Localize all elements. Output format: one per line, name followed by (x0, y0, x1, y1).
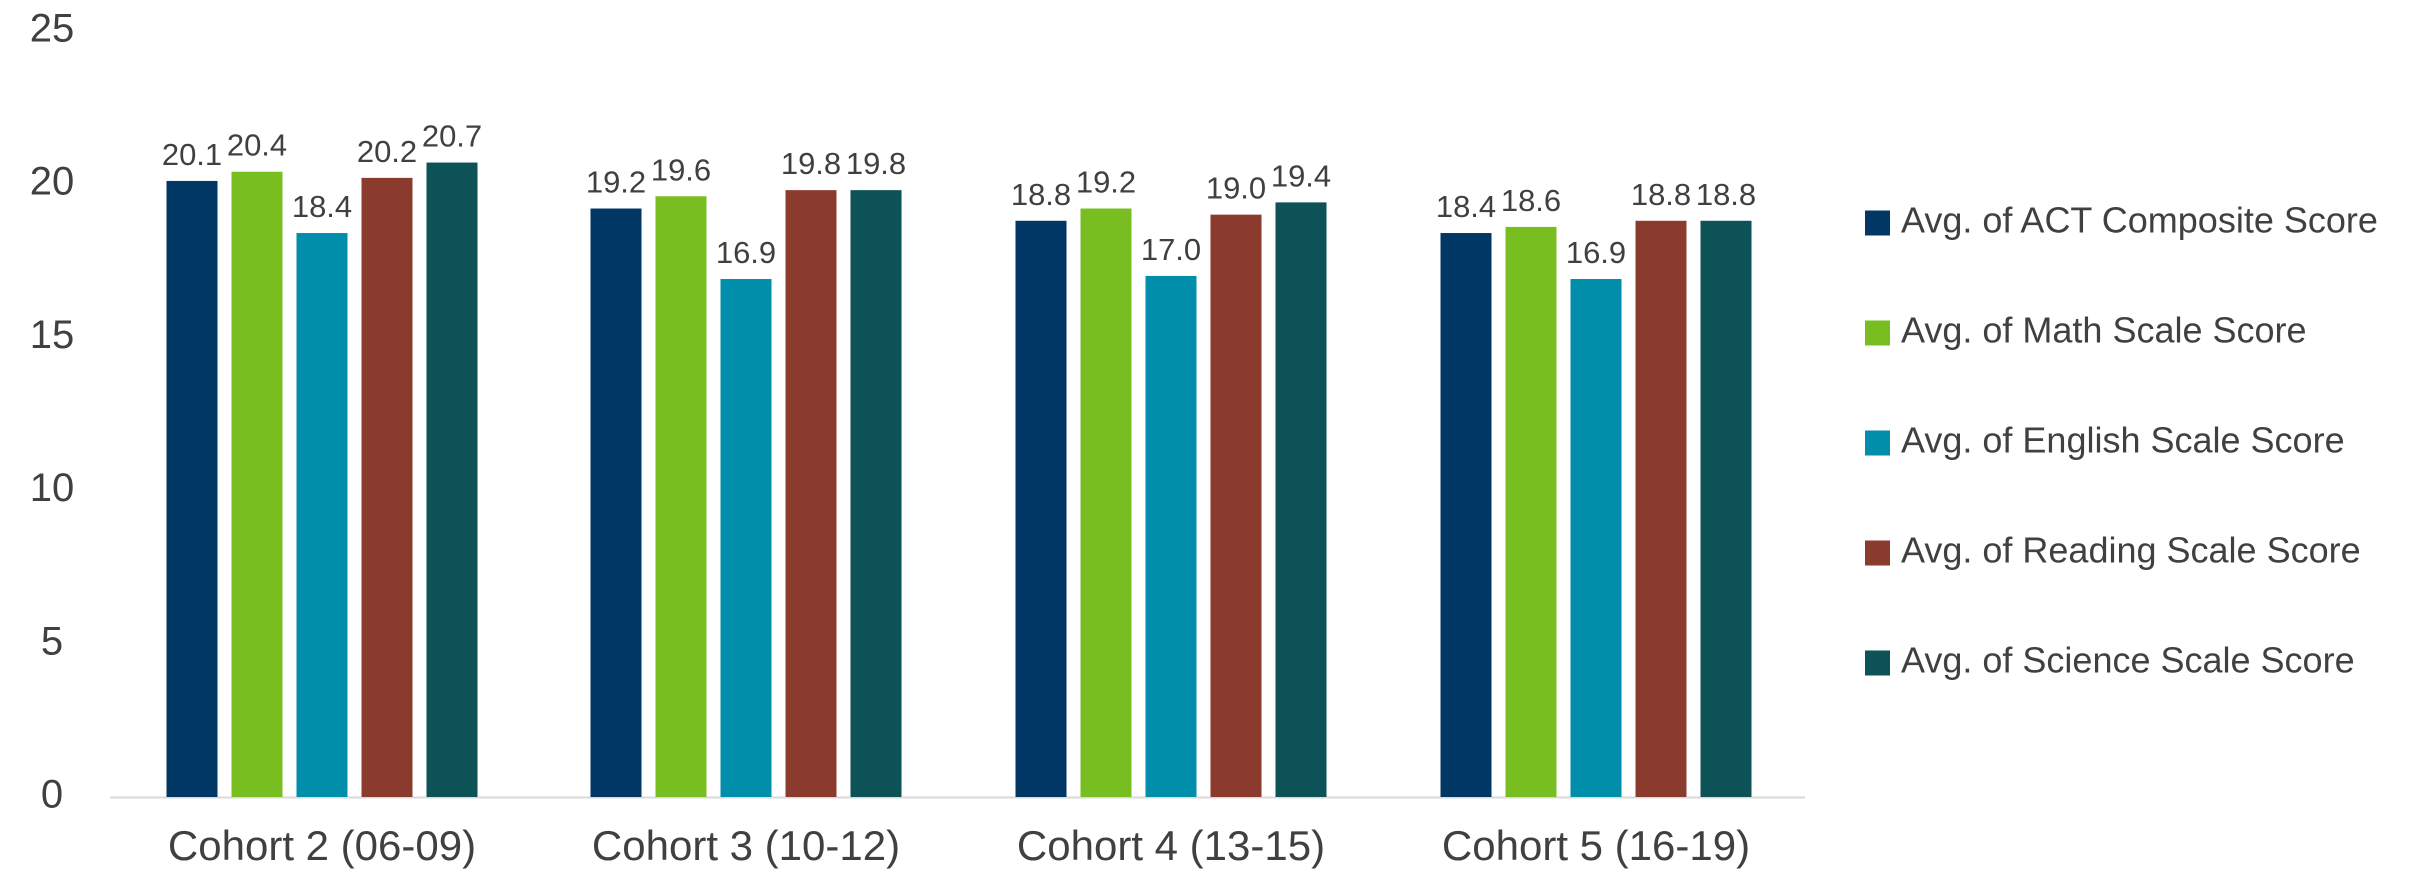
bar (1145, 275, 1197, 797)
legend-label: Avg. of Reading Scale Score (1901, 530, 2361, 571)
data-label: 20.4 (227, 128, 287, 163)
y-tick-label: 25 (30, 6, 75, 50)
y-tick-label: 20 (30, 160, 75, 204)
legend-label: Avg. of Math Scale Score (1901, 310, 2307, 351)
legend-swatch (1865, 210, 1890, 236)
y-tick-label: 5 (41, 619, 63, 663)
legend-swatch (1865, 430, 1890, 456)
bar (1210, 214, 1262, 797)
data-label: 18.8 (1011, 177, 1071, 212)
data-label: 19.2 (1076, 165, 1136, 200)
data-label: 18.4 (1436, 189, 1496, 224)
bar (850, 190, 902, 797)
bar (1505, 226, 1557, 797)
bar (1275, 202, 1327, 797)
bar (655, 196, 707, 797)
data-label: 18.4 (292, 189, 352, 224)
bar (720, 279, 772, 797)
data-labels-group: 20.119.2 18.8 18.420.419.6 19.218.618.416.9… (162, 119, 1756, 270)
x-category-label: Cohort 5 (16-19) (1442, 822, 1750, 869)
data-label: 20.1 (162, 137, 222, 172)
data-label: 16.9 (1566, 235, 1626, 270)
data-label: 19.2 (586, 165, 646, 200)
data-label: 17.0 (1141, 232, 1201, 267)
bar (1080, 208, 1132, 797)
legend: Avg. of ACT Composite Score Avg. of Math … (1865, 200, 2378, 681)
legend-label: Avg. of ACT Composite Score (1901, 200, 2378, 241)
legend-label: Avg. of Science Scale Score (1901, 640, 2355, 681)
bar (1570, 279, 1622, 797)
data-label: 19.4 (1271, 158, 1331, 193)
data-label: 18.6 (1501, 183, 1561, 218)
bar (426, 162, 478, 798)
bar (166, 180, 218, 797)
data-label: 18.8 (1696, 177, 1756, 212)
y-tick-label: 0 (41, 773, 63, 817)
bar (296, 233, 348, 798)
x-category-label: Cohort 2 (06-09) (168, 822, 476, 869)
legend-swatch (1865, 540, 1890, 566)
bars-group (166, 162, 1752, 798)
x-category-label: Cohort 3 (10-12) (592, 822, 900, 869)
data-label: 20.7 (422, 119, 482, 154)
x-category-label: Cohort 4 (13-15) (1017, 822, 1325, 869)
y-axis: 0 5 10 15 20 25 (30, 6, 75, 816)
bar (785, 190, 837, 797)
legend-swatch (1865, 320, 1890, 346)
x-axis: Cohort 2 (06-09) Cohort 3 (10-12) Cohort 4… (110, 796, 1805, 869)
data-label: 16.9 (716, 235, 776, 270)
bar (1635, 220, 1687, 797)
bar (1700, 220, 1752, 797)
bar (361, 177, 413, 797)
bar (231, 171, 283, 798)
y-tick-label: 15 (30, 313, 75, 357)
legend-label: Avg. of English Scale Score (1901, 420, 2345, 461)
data-label: 19.8 (846, 146, 906, 181)
data-label: 19.8 (781, 146, 841, 181)
bar (1440, 233, 1492, 798)
bar (590, 208, 642, 797)
y-tick-label: 10 (30, 466, 75, 510)
data-label: 18.8 (1631, 177, 1691, 212)
legend-swatch (1865, 650, 1890, 676)
data-label: 19.6 (651, 152, 711, 187)
data-label: 19.0 (1206, 171, 1266, 206)
data-label: 20.2 (357, 134, 417, 169)
bar (1015, 220, 1067, 797)
